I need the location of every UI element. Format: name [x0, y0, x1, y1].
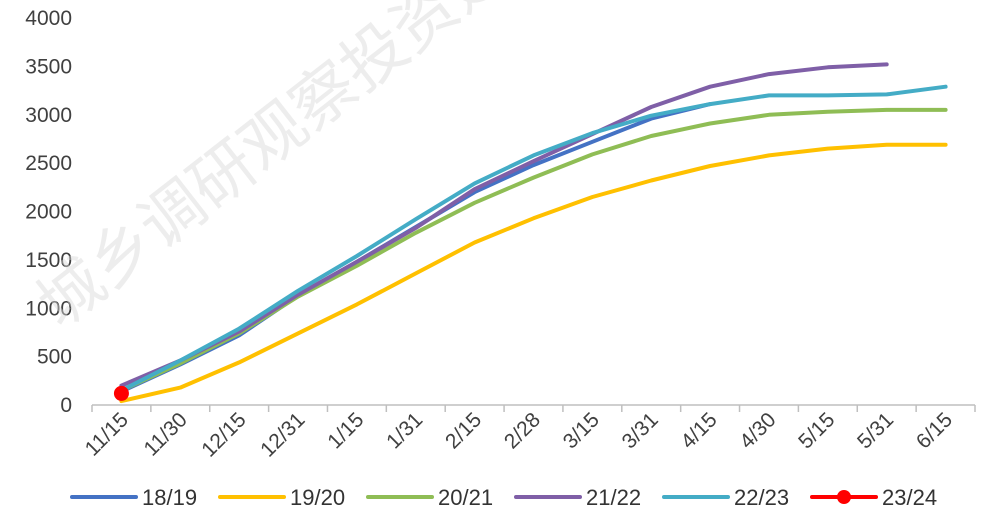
legend-label: 21/22: [586, 485, 641, 510]
x-tick-label: 11/15: [81, 408, 133, 460]
y-tick-label: 0: [60, 394, 72, 417]
y-tick-label: 3000: [25, 104, 72, 127]
legend-label: 23/24: [882, 485, 937, 510]
x-tick-label: 11/30: [140, 408, 192, 460]
x-tick-label: 6/15: [912, 408, 957, 453]
y-tick-label: 2000: [25, 201, 72, 224]
legend-marker: [837, 490, 851, 504]
legend: 18/19 19/20 20/21 21/22 22/23 23/24: [70, 485, 937, 510]
x-tick-label: 1/15: [323, 408, 368, 453]
x-tick-label: 3/15: [559, 408, 604, 453]
y-tick-label: 2500: [25, 152, 72, 175]
series-line: [119, 107, 948, 393]
y-tick-label: 3500: [25, 55, 72, 78]
x-tick-label: 12/15: [197, 408, 250, 461]
y-tick-label: 4000: [25, 7, 72, 30]
series-line: [119, 62, 889, 388]
x-tick-label: 4/30: [735, 408, 780, 453]
x-tick-label: 5/31: [853, 408, 898, 453]
x-tick-label: 5/15: [794, 408, 839, 453]
x-axis: 11/15 11/30 12/15 12/31 1/15 1/31 2/15 2/28 3/15…: [81, 404, 976, 462]
x-tick-label: 12/31: [256, 408, 309, 461]
legend-label: 19/20: [290, 485, 345, 510]
x-tick-label: 4/15: [676, 408, 721, 453]
plot-area: [113, 62, 948, 404]
legend-label: 18/19: [142, 485, 197, 510]
series-line: [119, 84, 948, 393]
y-tick-label: 1000: [25, 297, 72, 320]
x-tick-label: 2/15: [441, 408, 486, 453]
series-line: [119, 142, 948, 404]
x-tick-label: 3/31: [618, 408, 663, 453]
x-tick-label: 2/28: [500, 408, 545, 453]
y-tick-label: 1500: [25, 249, 72, 272]
legend-label: 22/23: [734, 485, 789, 510]
y-tick-label: 500: [37, 346, 72, 369]
legend-label: 20/21: [438, 485, 493, 510]
x-tick-label: 1/31: [382, 408, 427, 453]
y-axis: 0 500 1000 1500 2000 2500 3000 3500 4000: [25, 7, 72, 417]
series-point: [113, 385, 129, 401]
